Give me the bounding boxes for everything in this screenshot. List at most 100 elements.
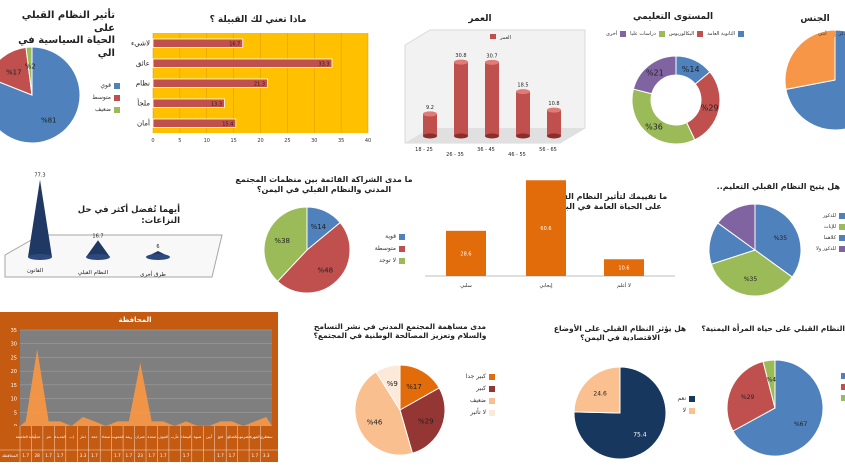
table-header: صنعاء: [102, 435, 111, 439]
bar-top: [485, 59, 499, 65]
pie-slice: [0, 46, 81, 144]
data-label: 13.3: [211, 101, 222, 107]
table-value: 1.7: [114, 453, 121, 458]
legend-label: كبير: [476, 385, 486, 392]
table-header: سقطرى: [260, 435, 273, 439]
chart-economy: هل يؤثر النظام القبلي على الأوضاع الاقتص…: [540, 318, 700, 463]
cone-base: [86, 254, 110, 260]
slice-label: %29: [418, 418, 434, 426]
legend-swatch: [839, 224, 845, 230]
legend-swatch: [841, 373, 845, 379]
bar: [454, 62, 468, 136]
legend-item: لا: [670, 407, 695, 414]
data-label: 16.7: [92, 233, 103, 239]
pie-education-access: %35 %35: [708, 203, 802, 297]
table-header: لحج: [218, 435, 224, 439]
pie-slice: [726, 360, 776, 432]
bar-base: [547, 133, 561, 139]
legend-label: ضعيف: [94, 106, 111, 113]
legend-gender: ذكر أنثى: [815, 31, 845, 42]
table-header: المهرة: [250, 435, 260, 439]
data-label: 30.7: [486, 53, 497, 59]
bar-top: [516, 89, 530, 95]
chart-age: العمر العمر 9.2 18 - 25 30.8 26 - 35 30.7 36 -…: [390, 0, 590, 160]
legend-women: [837, 373, 845, 406]
data-label: 28.6: [460, 251, 471, 257]
tick-label: 35: [11, 328, 17, 334]
pie-women: %67 %29 %4: [726, 359, 824, 457]
chart-education-access: هل يتيح النظام القبلي التعليم.. %35 %35 ل…: [695, 170, 845, 300]
area-governorate: 05101520253035أمانة العاصمة1.7عدن28تعز1.…: [0, 328, 278, 462]
category-label: إيجابي: [539, 283, 553, 289]
cone-base: [28, 254, 52, 260]
tick-label: 10: [204, 138, 210, 144]
legend-label: لا توجد: [379, 257, 396, 264]
tick-label: 30: [11, 342, 17, 348]
category-label: أمان: [137, 119, 150, 128]
category-label: 36 - 45: [477, 147, 495, 153]
legend-label: قوي: [100, 82, 111, 89]
pie-slice: [399, 364, 440, 411]
legend-swatch: [697, 31, 704, 37]
pie-slice: [263, 206, 308, 283]
pie-slice: [732, 359, 824, 457]
legend-swatch: [399, 245, 405, 252]
table-header: عدن: [34, 435, 41, 439]
bar-base: [485, 133, 499, 139]
slice-label: %29: [701, 104, 719, 113]
chart-political: تأثير النظام القبلي على الحياة السياسية …: [0, 0, 120, 160]
chart-women: النظام القبلي على حياة المرأة اليمنية؟ %…: [700, 318, 845, 463]
legend-swatch: [399, 233, 405, 240]
table-header: الحديدة: [55, 435, 66, 439]
legend-label: للإناث: [823, 224, 836, 230]
legend-swatch: [841, 395, 845, 401]
chart-governorate: المحافظة 05101520253035أمانة العاصمة1.7ع…: [0, 312, 278, 462]
legend-swatch: [489, 385, 495, 392]
chart-title: النظام القبلي على حياة المرأة اليمنية؟: [701, 324, 845, 333]
pie-slice: [754, 203, 802, 278]
pie-slice: [632, 55, 677, 95]
legend-label: كبير جدا: [465, 373, 486, 380]
slice-label: %17: [406, 383, 422, 391]
legend-item: [837, 373, 845, 379]
chart-title: المستوى التعليمي: [632, 12, 714, 22]
legend-swatch: [489, 397, 495, 404]
legend-label: نعم: [677, 395, 686, 402]
legend-swatch: [620, 31, 627, 37]
tick-label: 20: [257, 138, 263, 144]
bar-top: [547, 107, 561, 113]
table-value: 1.7: [45, 453, 52, 458]
table-value: 1.7: [160, 453, 167, 458]
data-label: 6: [156, 244, 159, 250]
bar-base: [516, 133, 530, 139]
data-label: 30.8: [455, 53, 466, 59]
legend-label: قوية: [385, 233, 396, 240]
legend-label: الثانوية العامة: [707, 31, 735, 37]
cone-conflict: 77.3 القانون 16.7 النظام القبلي 6 طرق أخرى: [4, 173, 223, 278]
legend-swatch: [399, 257, 405, 264]
tick-label: 15: [11, 383, 17, 389]
bar-base: [423, 133, 437, 139]
legend-swatch: [738, 31, 744, 37]
pie-slice: [785, 29, 845, 131]
chart-tribe: ماذا تعني لك القبيلة ؟ 0 5 10 15 20 25 30 35 40 1…: [118, 0, 380, 150]
chart-title: أيهما تُفضل أكثر في حل النزاعات:: [77, 205, 180, 226]
category-label: عائق: [136, 60, 150, 68]
doughnut-education: %14 %29 %36 %21: [631, 55, 721, 145]
chart-conflict: أيهما تُفضل أكثر في حل النزاعات: 77.3 الق…: [0, 165, 225, 290]
data-table: [0, 426, 278, 462]
legend-label: لا: [682, 407, 686, 414]
legend-item: قوية: [355, 233, 405, 240]
chart-title: هل يؤثر النظام القبلي على الأوضاع الاقتص…: [553, 324, 687, 343]
table-header: عمران: [135, 435, 145, 439]
table-header: حجة: [91, 435, 97, 439]
chart-title: مدى مساهمة المجتمع المدني في نشر التسامح…: [313, 322, 487, 341]
bar: [547, 110, 561, 136]
bar: [485, 62, 499, 136]
legend-swatch: [689, 407, 695, 414]
pie-slice: [573, 366, 621, 414]
legend-education-access: للذكور للإناث كلاهما للذكور ولا: [815, 213, 845, 257]
slice-label: %4: [767, 376, 777, 383]
legend-civil-society: كبير جدا كبير ضعيف لا تأثير: [445, 373, 495, 421]
category-label: 18 - 25: [415, 147, 433, 153]
